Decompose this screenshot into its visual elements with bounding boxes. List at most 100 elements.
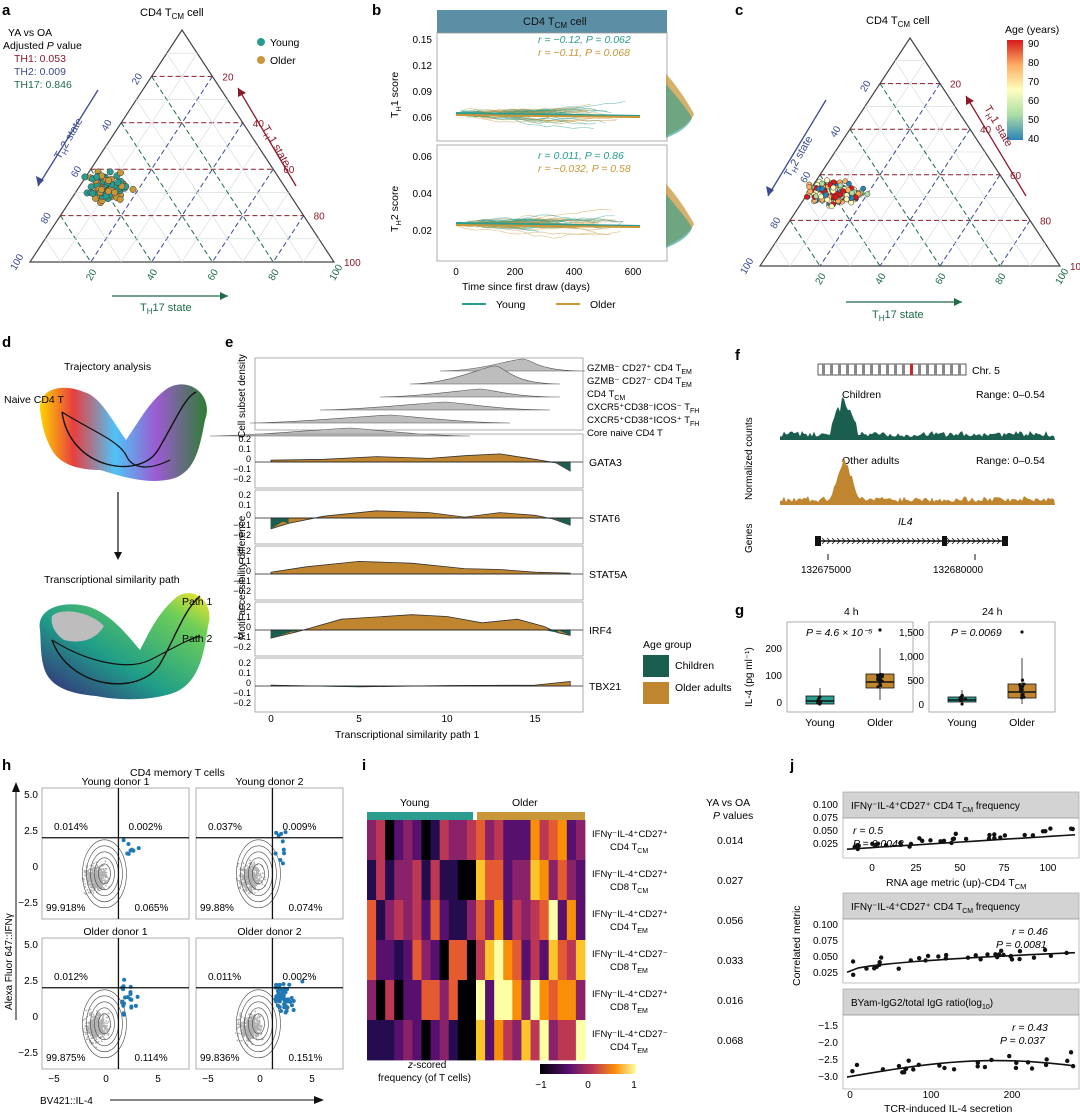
- h-dot-grey: [262, 1038, 264, 1041]
- h-x-tick: −5: [48, 1074, 60, 1085]
- ternary-dot: [830, 184, 837, 191]
- panel-letter-b: b: [372, 2, 381, 19]
- h-dot-grey: [249, 868, 252, 870]
- j-p2-ytick: 0.025: [813, 968, 838, 979]
- c-th2-arrow: [767, 99, 827, 197]
- h-dot-grey: [107, 1034, 110, 1036]
- h-dot-grey: [96, 1022, 99, 1025]
- f-gene-strand: [861, 537, 866, 545]
- i-heat-cell: [476, 940, 486, 981]
- i-heat-cell: [566, 860, 577, 901]
- h-dot-grey: [98, 1032, 101, 1035]
- b-x-ticks: 0 200 400 600: [453, 267, 642, 278]
- j-p3-ytick: −2.0: [818, 1038, 838, 1049]
- i-heat-cell: [485, 940, 495, 981]
- j-point: [973, 953, 978, 958]
- j-point: [1065, 1058, 1070, 1064]
- h-dot-blue: [121, 838, 126, 843]
- d-top-title: Trajectory analysis: [64, 361, 151, 373]
- j-p1-xtick: 50: [954, 863, 966, 874]
- i-heatmap-cells: [367, 820, 586, 1061]
- h-dot-blue: [285, 1005, 290, 1010]
- ternary-tick-th2: 80: [769, 215, 784, 231]
- j-p1-xtick: 25: [910, 863, 922, 874]
- h-dot-grey: [94, 1034, 97, 1037]
- i-heat-cell: [494, 980, 504, 1021]
- i-heat-cell: [539, 940, 550, 981]
- j-point: [985, 952, 990, 957]
- h-y-tick: −2.5: [18, 1048, 38, 1059]
- panel-g-boxplots: IL-4 (pg ml⁻¹) 4 h 24 h P = 4.6 × 10⁻⁵ P…: [744, 606, 1056, 729]
- j-point: [998, 948, 1004, 954]
- i-group-young: Young: [400, 797, 430, 809]
- e-subset-label: GZMB⁻ CD27⁻ CD4 TEM: [587, 376, 692, 389]
- h-contour: [86, 845, 123, 903]
- i-heat-cell: [530, 1020, 540, 1061]
- ternary-dot: [117, 169, 124, 177]
- h-dot-grey: [242, 882, 245, 884]
- i-heat-cell: [512, 900, 522, 941]
- h-dot-grey: [248, 1032, 250, 1035]
- ternary-tick-th17: 40: [874, 271, 889, 287]
- h-dot-grey: [104, 873, 107, 876]
- b-fit-older: [455, 224, 641, 228]
- g-p2-tick: 500: [907, 676, 924, 687]
- j-point: [1002, 833, 1008, 838]
- g-p1-cat: Young: [805, 717, 835, 729]
- h-dot-grey: [100, 1020, 103, 1023]
- h-panel-title: Older donor 2: [237, 926, 301, 938]
- panel-letters: a b c d e f g h i j: [2, 2, 794, 774]
- i-heat-cell: [457, 940, 468, 981]
- h-dot-grey: [102, 1019, 104, 1022]
- e-subset-label: CXCR5⁺CD38⁺ICOS⁺ TFH: [587, 415, 699, 428]
- e-y-tick: 0.2: [238, 658, 251, 668]
- h-dot-grey: [99, 1035, 102, 1038]
- a-title: CD4 TCM cell: [140, 7, 204, 21]
- i-row-label: CD8 TEM: [610, 962, 648, 975]
- e-x-tick: 15: [529, 714, 541, 725]
- i-heat-cell: [457, 900, 468, 941]
- ternary-gridline-th2: [120, 99, 228, 263]
- i-heat-cell: [439, 900, 450, 941]
- j-point: [978, 957, 983, 962]
- g-point: [817, 695, 821, 700]
- h-dot-grey: [254, 1016, 256, 1019]
- h-dot-grey: [95, 1041, 97, 1044]
- i-heat-cell: [494, 820, 504, 861]
- h-dot-grey: [102, 877, 105, 879]
- b-trace: [473, 115, 617, 125]
- h-dot-grey: [104, 867, 107, 870]
- h-dot-grey: [99, 1024, 102, 1026]
- j-point: [917, 836, 922, 841]
- panel-letter-f: f: [735, 347, 741, 364]
- e-subset-label: Core naive CD4 T: [587, 428, 663, 439]
- panel-letter-i: i: [362, 757, 366, 774]
- i-heat-cell: [367, 1020, 377, 1061]
- b-x-tick: 600: [625, 267, 642, 278]
- i-heat-cell: [575, 1020, 586, 1061]
- f-gene-exon: [1002, 536, 1008, 546]
- b-stats2-older: r = −0.032, P = 0.58: [538, 163, 631, 175]
- a-th17-arrowhead: [220, 292, 228, 300]
- h-dot-grey: [87, 1026, 90, 1029]
- i-heat-cell: [367, 900, 377, 941]
- h-dot-grey: [97, 1028, 99, 1031]
- ternary-dot: [819, 180, 825, 187]
- h-dot-grey: [102, 870, 105, 873]
- c-th2-arrowhead: [766, 186, 774, 196]
- ternary-dot: [837, 182, 844, 189]
- j-point: [1068, 1050, 1074, 1055]
- j-point: [925, 953, 931, 959]
- h-x-tick: 0: [103, 1074, 109, 1085]
- h-dot-grey: [101, 886, 104, 888]
- j-p3-r: r = 0.43: [1012, 1022, 1048, 1034]
- j-p1-ytick: 0.100: [813, 800, 838, 811]
- h-dot-grey: [92, 869, 95, 872]
- j-point: [916, 956, 922, 961]
- h-dot-grey: [93, 1031, 96, 1033]
- h-dot-grey: [249, 1022, 252, 1025]
- i-legend-tick: −1: [535, 1080, 547, 1091]
- i-heat-cell: [512, 860, 522, 901]
- f-gene-strand: [951, 537, 956, 545]
- e-x-ticks: 0 5 10 15: [268, 714, 541, 725]
